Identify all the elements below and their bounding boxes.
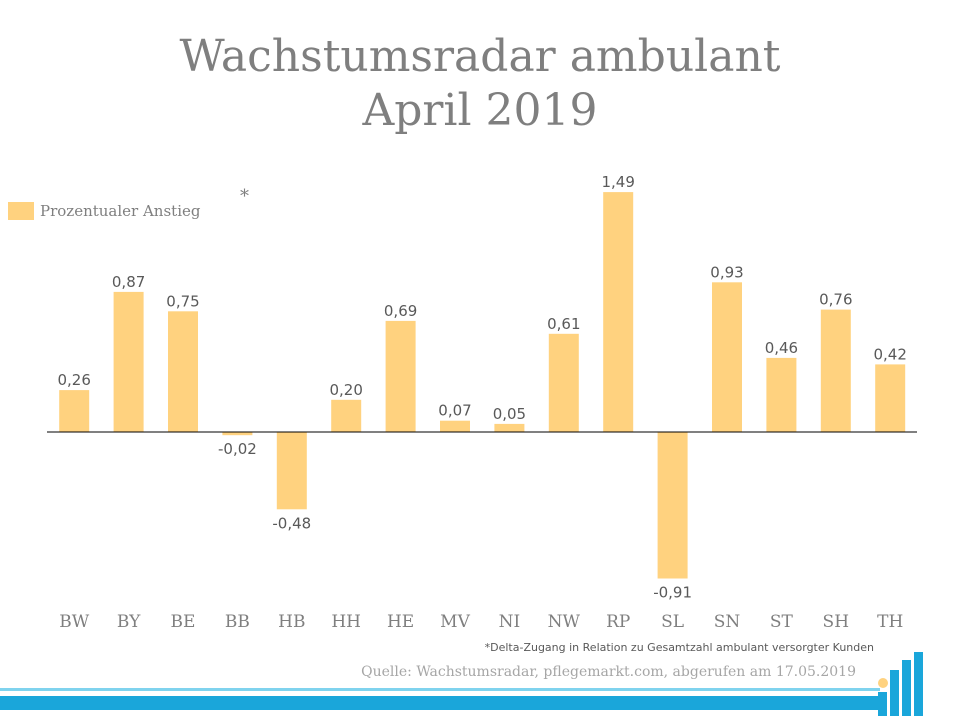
- data-label-nw: 0,61: [547, 315, 580, 333]
- data-label-hh: 0,20: [329, 381, 362, 399]
- bar-rp: [603, 192, 634, 432]
- x-tick-nw: NW: [548, 612, 581, 632]
- bar-sh: [820, 309, 851, 432]
- bar-bb: [222, 432, 253, 436]
- data-label-bw: 0,26: [57, 371, 90, 389]
- bar-nw: [548, 333, 579, 432]
- data-label-rp: 1,49: [601, 173, 634, 191]
- data-label-st: 0,46: [765, 339, 798, 357]
- data-label-sn: 0,93: [710, 263, 743, 281]
- data-label-hb: -0,48: [272, 514, 311, 532]
- bar-bw: [59, 390, 90, 432]
- data-label-sh: 0,76: [819, 291, 852, 309]
- footnote: *Delta-Zugang in Relation zu Gesamtzahl …: [484, 641, 874, 654]
- x-tick-sh: SH: [823, 612, 849, 632]
- x-tick-rp: RP: [606, 612, 630, 632]
- data-label-be: 0,75: [166, 292, 199, 310]
- bar-ni: [494, 423, 525, 432]
- x-tick-ni: NI: [499, 612, 521, 632]
- source-note: Quelle: Wachstumsradar, pflegemarkt.com,…: [361, 664, 856, 680]
- bar-be: [168, 311, 198, 433]
- legend: Prozentualer Anstieg: [8, 196, 200, 226]
- data-label-ni: 0,05: [493, 405, 526, 423]
- data-label-sl: -0,91: [653, 584, 692, 602]
- chart-title-line1: Wachstumsradar ambulant: [179, 31, 781, 82]
- bar-hh: [331, 399, 362, 432]
- bar-mv: [440, 420, 470, 432]
- data-label-by: 0,87: [112, 273, 145, 291]
- footer-band-dark: [0, 696, 880, 710]
- x-tick-sl: SL: [661, 612, 684, 632]
- bar-chart: 0,26 BW 0,87 BY 0,75 BE -0,02 BB -0,48 HB 0,20 HH 0,…: [47, 173, 917, 632]
- legend-label: Prozentualer Anstieg: [40, 202, 201, 220]
- chart-title-line2: April 2019: [362, 85, 598, 136]
- bar-hb: [276, 432, 307, 510]
- x-tick-bw: BW: [59, 612, 89, 632]
- x-tick-be: BE: [171, 612, 196, 632]
- data-label-bb: -0,02: [218, 440, 257, 458]
- x-tick-hh: HH: [331, 612, 361, 632]
- bar-chart-logo-icon: [878, 652, 923, 716]
- bar-by: [113, 291, 144, 432]
- bar-sn: [712, 282, 742, 432]
- data-label-he: 0,69: [384, 302, 417, 320]
- x-tick-he: HE: [387, 612, 414, 632]
- x-tick-mv: MV: [440, 612, 470, 632]
- bar-th: [875, 364, 906, 432]
- x-tick-bb: BB: [225, 612, 250, 632]
- x-tick-th: TH: [877, 612, 903, 632]
- footer-band-light: [0, 688, 880, 691]
- bar-st: [766, 357, 797, 432]
- data-label-mv: 0,07: [438, 402, 471, 420]
- x-tick-hb: HB: [278, 612, 305, 632]
- bar-he: [385, 320, 416, 432]
- chart-title: Wachstumsradar ambulant April 2019: [0, 30, 960, 138]
- data-label-th: 0,42: [873, 345, 906, 363]
- bar-sl: [657, 432, 688, 579]
- legend-asterisk: *: [240, 186, 249, 207]
- x-tick-by: BY: [117, 612, 141, 632]
- x-tick-st: ST: [770, 612, 794, 632]
- x-tick-sn: SN: [714, 612, 741, 632]
- legend-swatch: [8, 202, 34, 220]
